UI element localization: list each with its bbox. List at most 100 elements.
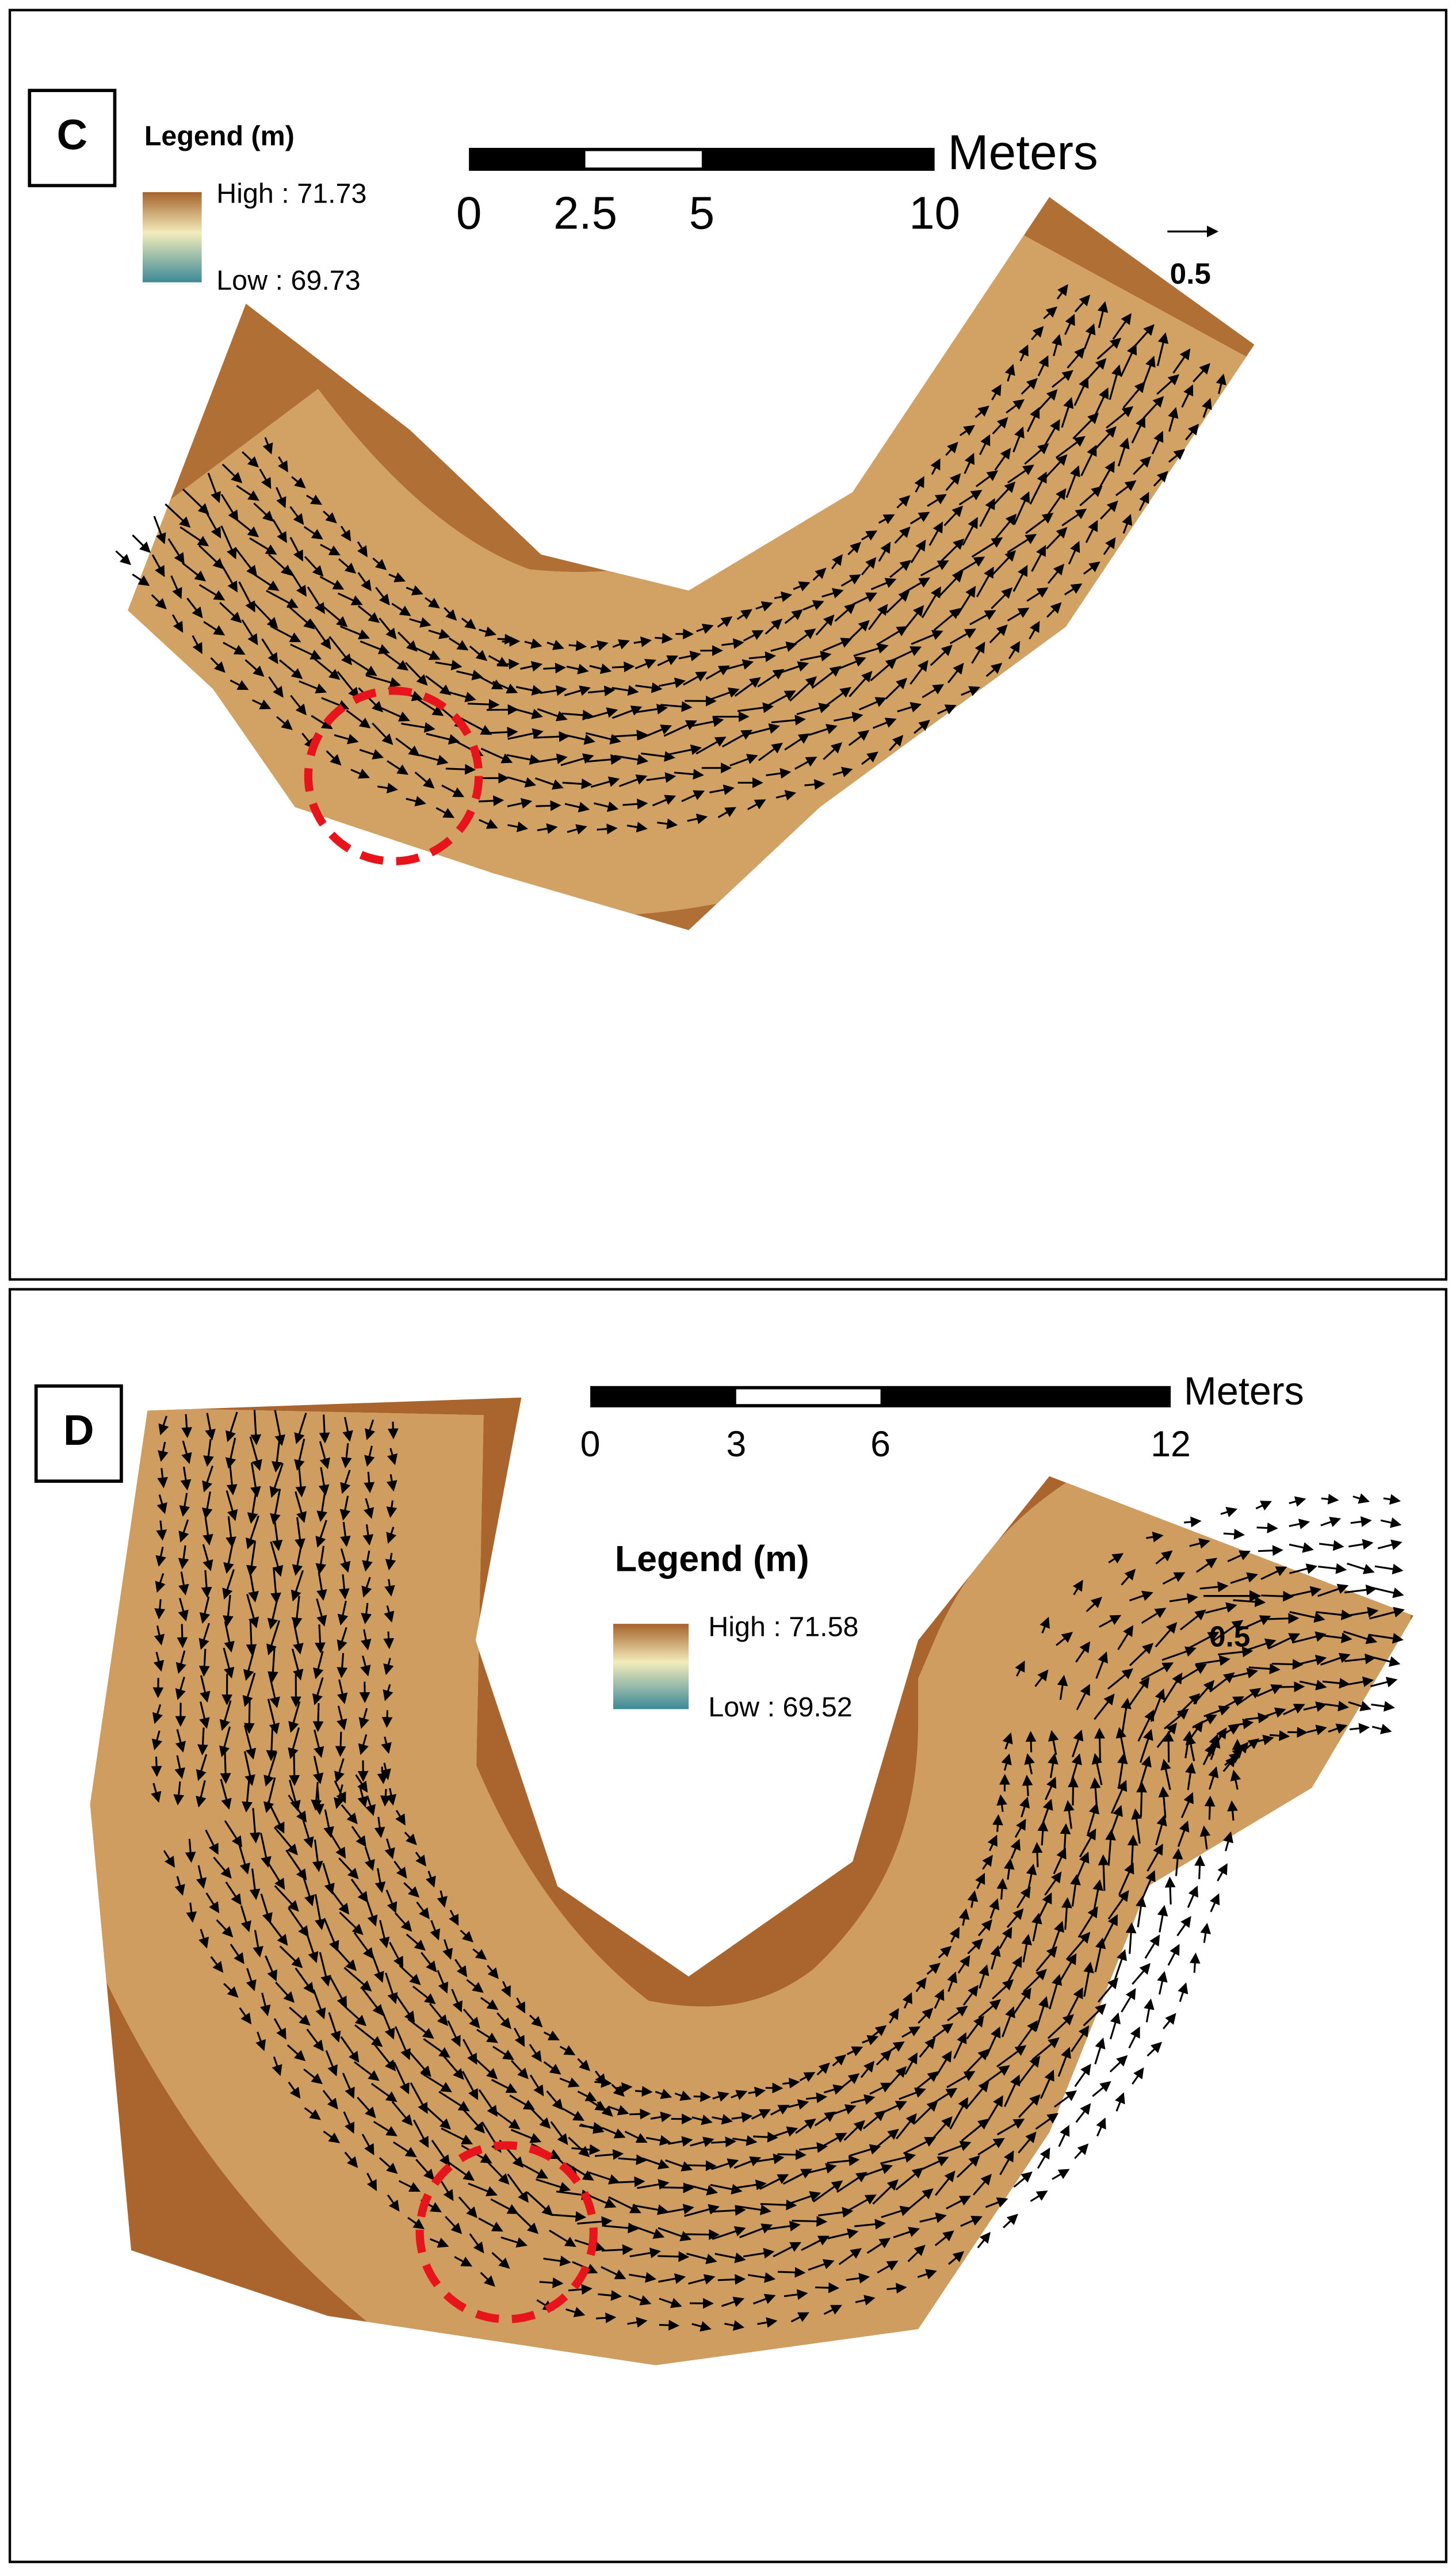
vector-arrow <box>319 575 345 590</box>
vector-arrow <box>812 567 827 581</box>
vector-arrow <box>478 2217 503 2232</box>
vector-arrow <box>175 1676 186 1700</box>
vector-arrow <box>395 1995 415 2023</box>
vector-arrow <box>958 1908 970 1926</box>
vector-arrow <box>354 2024 383 2047</box>
vector-arrow <box>360 1655 371 1677</box>
vector-arrow <box>226 1463 238 1495</box>
vector-arrow <box>288 1701 301 1733</box>
vector-arrow <box>293 1622 304 1655</box>
vector-arrow <box>964 453 975 474</box>
vector-arrow <box>386 1527 397 1544</box>
vector-arrow <box>798 2142 828 2153</box>
vector-arrow <box>294 1413 307 1444</box>
vector-arrow <box>1054 2090 1077 2108</box>
vector-arrow <box>507 821 529 833</box>
vector-arrow <box>821 2132 847 2148</box>
vector-arrow <box>1106 406 1134 429</box>
vector-arrow <box>222 1569 235 1600</box>
vector-arrow <box>279 1945 303 1968</box>
vector-arrow <box>242 1777 253 1813</box>
vector-arrow <box>956 2155 980 2178</box>
vector-arrow <box>500 2236 528 2248</box>
vector-arrow <box>199 1701 210 1729</box>
vector-arrow <box>543 2030 560 2040</box>
vector-arrow <box>289 1753 300 1786</box>
vector-arrow <box>889 560 912 578</box>
vector-arrow <box>678 650 701 662</box>
vector-arrow <box>210 657 226 673</box>
vector-arrow <box>770 641 797 652</box>
vector-arrow <box>889 2066 907 2086</box>
vector-arrow <box>220 1779 232 1810</box>
vector-arrow <box>253 602 278 629</box>
vector-arrow <box>982 1854 993 1870</box>
vector-arrow <box>792 2216 828 2227</box>
vector-arrow <box>437 1970 449 1994</box>
vector-arrow <box>773 2242 802 2258</box>
vector-arrow <box>174 1876 185 1896</box>
vector-arrow <box>808 724 838 736</box>
vector-arrow <box>727 659 754 670</box>
vector-arrow <box>1125 1922 1137 1954</box>
vector-arrow <box>467 699 500 710</box>
vector-arrow <box>294 1438 305 1471</box>
vector-arrow <box>774 591 793 602</box>
vector-arrow <box>156 1494 167 1514</box>
vector-arrow <box>777 2149 807 2161</box>
vector-arrow <box>846 2273 870 2284</box>
vector-arrow <box>933 608 961 631</box>
vector-arrow <box>559 2077 580 2088</box>
vector-arrow <box>178 1598 189 1621</box>
vector-arrow <box>514 2028 525 2047</box>
vector-arrow <box>1132 2067 1144 2085</box>
vector-arrow <box>157 1468 168 1489</box>
vector-arrow <box>196 1754 208 1781</box>
vector-arrow <box>479 626 496 637</box>
vector-arrow <box>1064 583 1083 596</box>
vector-arrow <box>571 2144 601 2155</box>
vector-arrow <box>289 569 307 597</box>
vector-arrow <box>1100 1914 1118 1947</box>
vector-arrow <box>468 2182 498 2197</box>
vector-arrow <box>379 1920 390 1949</box>
vector-arrow <box>977 2231 991 2249</box>
vector-arrow <box>635 2086 653 2097</box>
vector-arrow <box>832 2054 847 2067</box>
vector-arrow <box>712 2091 729 2102</box>
vector-arrow <box>274 1410 285 1447</box>
vector-arrow <box>382 651 409 671</box>
vector-arrow <box>872 2025 887 2037</box>
vector-arrow <box>423 2038 450 2058</box>
velocity-vectors <box>151 1410 1405 2332</box>
vector-arrow <box>1202 398 1212 418</box>
vector-arrow <box>757 2317 778 2328</box>
vector-arrow <box>1006 399 1025 414</box>
vector-arrow <box>814 2111 836 2127</box>
vector-arrow <box>1026 407 1040 432</box>
vector-arrow <box>178 1571 189 1596</box>
vector-arrow <box>303 2068 323 2085</box>
vector-arrow <box>1012 564 1028 592</box>
vector-arrow <box>1057 1953 1077 1986</box>
vector-arrow <box>251 699 272 709</box>
vector-arrow <box>566 663 589 675</box>
vector-arrow <box>823 2084 844 2095</box>
vector-arrow <box>181 1414 192 1438</box>
vector-arrow <box>976 566 994 597</box>
vector-arrow <box>870 578 897 590</box>
vector-arrow <box>902 1992 912 2009</box>
vector-arrow <box>1122 381 1146 409</box>
vector-arrow <box>358 1708 369 1729</box>
vector-arrow <box>270 1541 284 1577</box>
vector-arrow <box>158 1415 169 1436</box>
vector-arrow <box>861 530 878 541</box>
vector-arrow <box>934 2230 954 2246</box>
legend-low: Low : 69.52 <box>708 1692 852 1723</box>
vector-arrow <box>911 629 943 645</box>
vector-arrow <box>530 2107 551 2129</box>
vector-arrow <box>1043 306 1057 319</box>
vector-arrow <box>1013 2172 1033 2188</box>
vector-arrow <box>577 2090 597 2101</box>
vector-arrow <box>334 1780 346 1804</box>
